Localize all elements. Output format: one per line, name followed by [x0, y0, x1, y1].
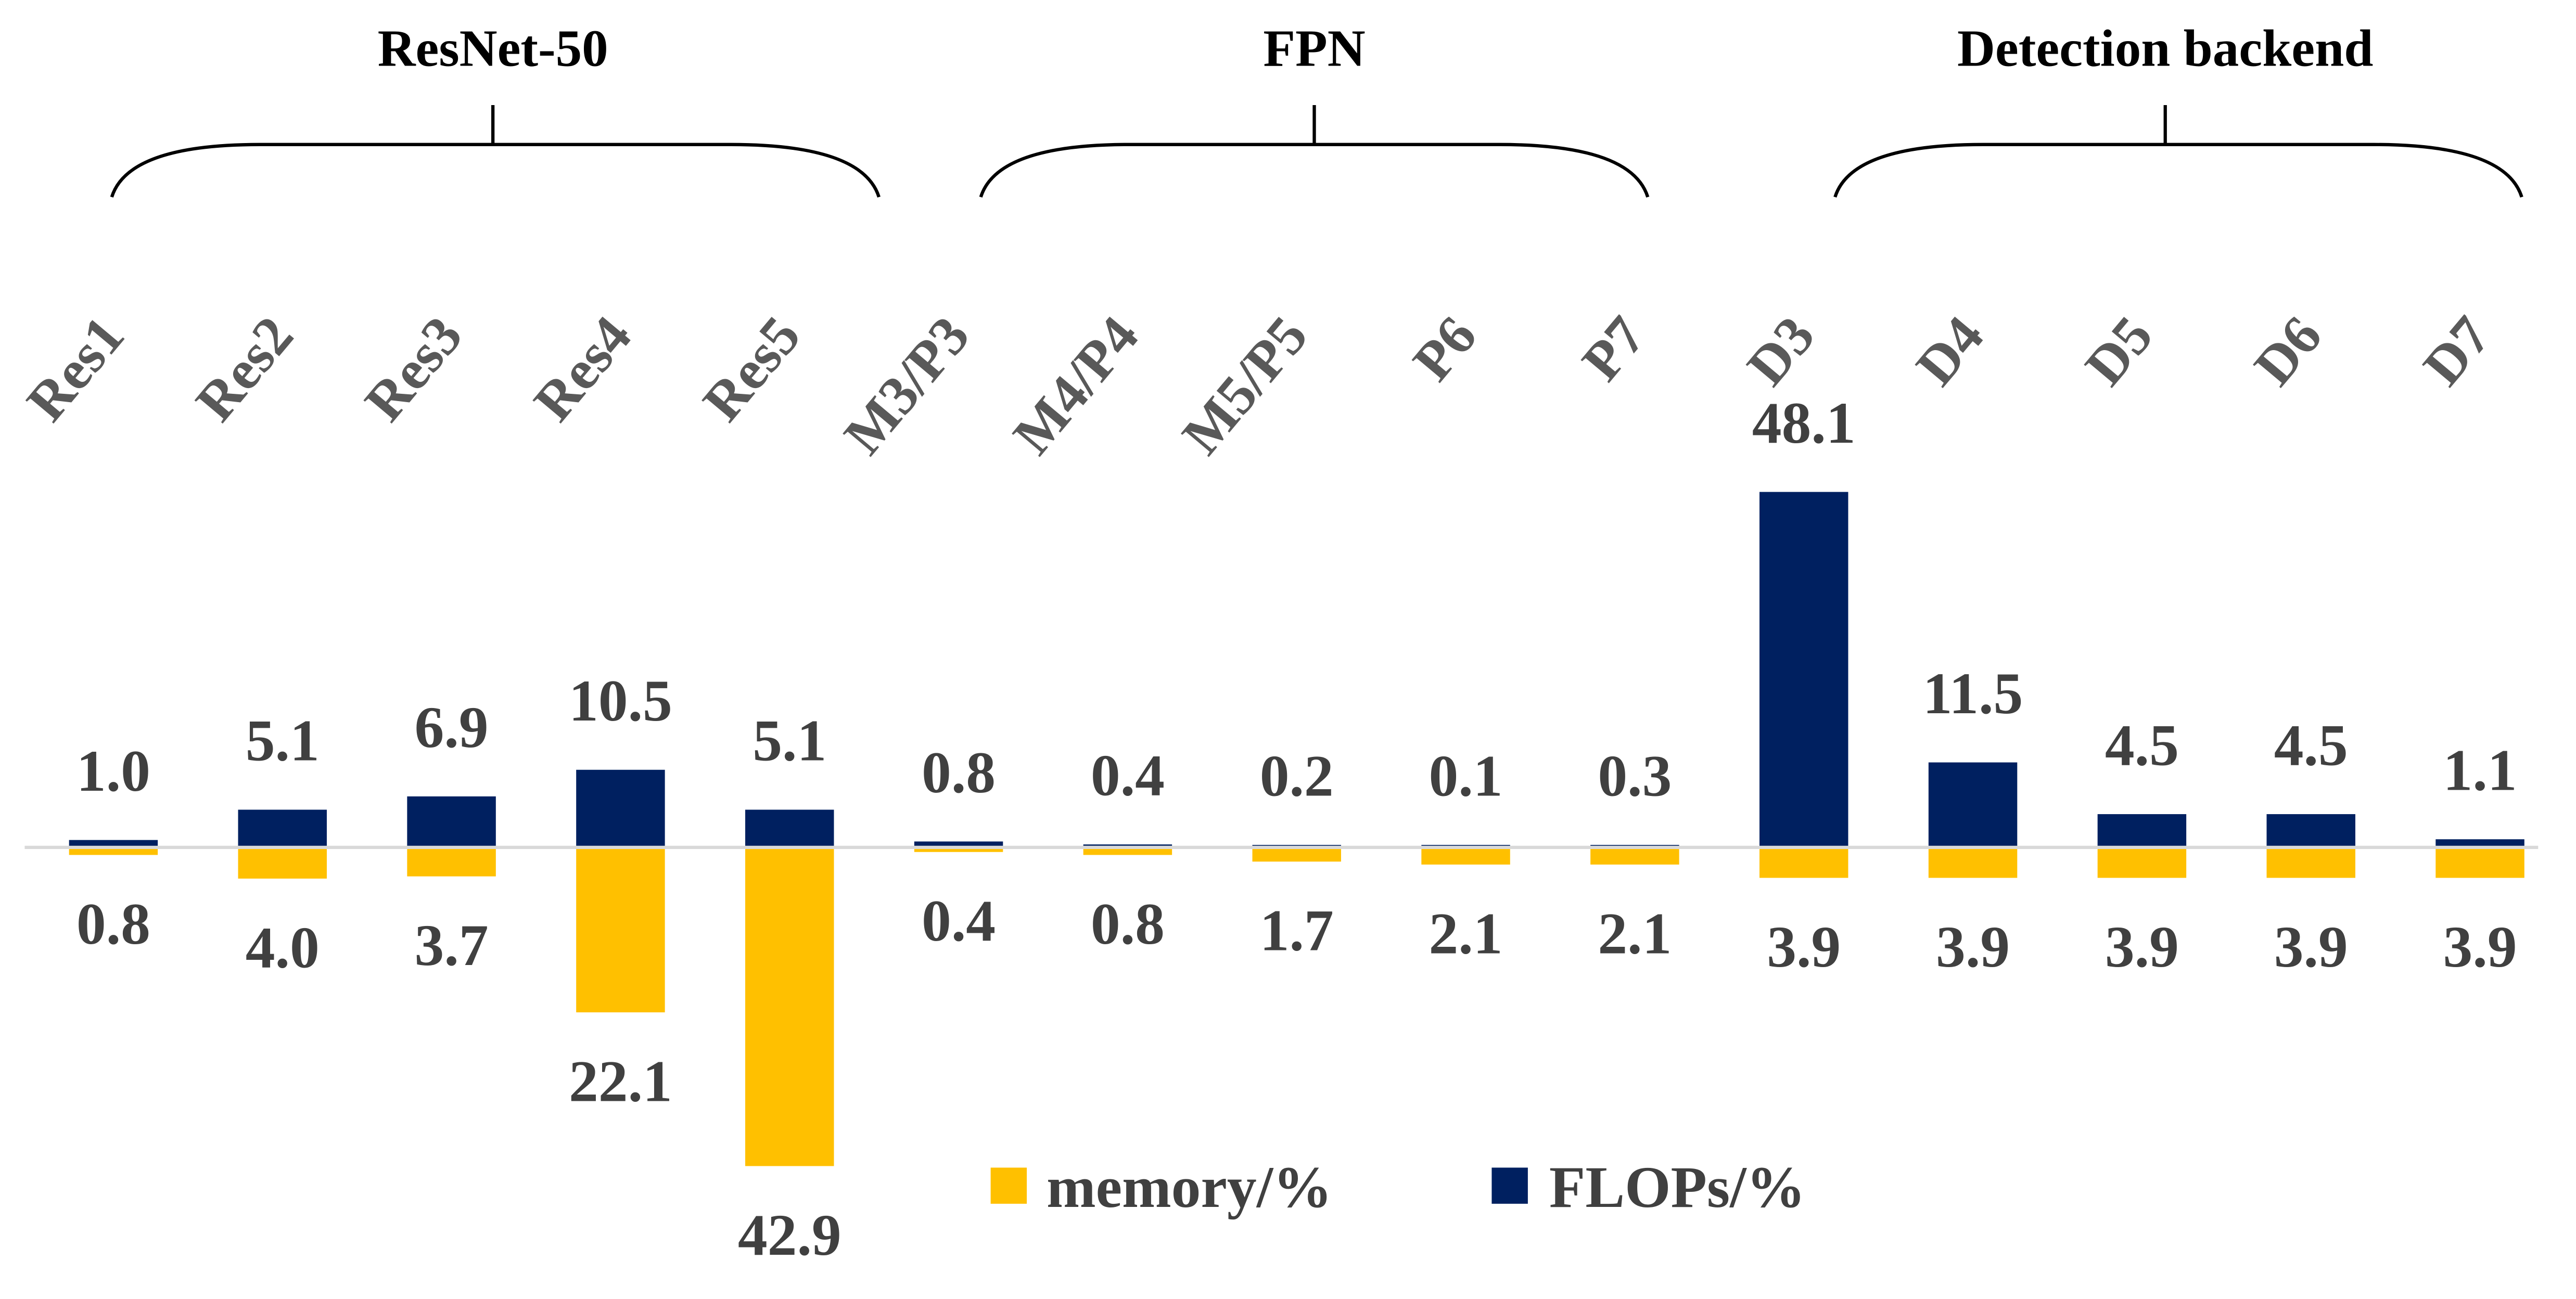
flops-bar	[745, 809, 834, 847]
memory-bar	[914, 849, 1003, 852]
flops-bar	[914, 841, 1003, 847]
category-label: P6	[1401, 305, 1488, 392]
memory-bar	[407, 849, 496, 877]
memory-bar	[2435, 849, 2524, 878]
flops-value-label: 5.1	[753, 708, 826, 774]
group-bracket	[1833, 105, 2523, 198]
category-label: D7	[2412, 305, 2503, 397]
flops-value-label: 11.5	[1923, 661, 2023, 726]
category-label: Res3	[353, 305, 474, 432]
memory-value-label: 22.1	[569, 1048, 672, 1114]
memory-value-label: 3.9	[2274, 914, 2348, 980]
flops-value-label: 0.1	[1429, 743, 1503, 808]
flops-value-label: 48.1	[1752, 390, 1856, 456]
memory-bar	[2266, 849, 2355, 878]
category-label: M5/P5	[1170, 305, 1320, 466]
memory-value-label: 2.1	[1429, 901, 1503, 966]
category-label: M4/P4	[1001, 305, 1151, 466]
category-label: Res4	[522, 305, 643, 432]
memory-value-label: 1.7	[1260, 898, 1334, 963]
flops-bar	[2097, 814, 2187, 847]
legend-swatch-memory	[990, 1167, 1027, 1204]
category-label: P7	[1570, 305, 1657, 392]
legend: memory/% FLOPs/%	[990, 1154, 1805, 1220]
memory-value-label: 3.9	[1936, 914, 2010, 980]
memory-bar	[1928, 849, 2018, 878]
bars	[69, 492, 2524, 1166]
flops-bar	[69, 840, 158, 847]
category-label: D4	[1904, 305, 1995, 397]
legend-swatch-flops	[1491, 1167, 1528, 1204]
memory-value-label: 3.9	[2105, 914, 2179, 980]
flops-value-label: 0.4	[1091, 743, 1165, 808]
flops-bar	[407, 796, 496, 847]
category-label: Res2	[184, 305, 305, 432]
memory-bar	[1421, 849, 1510, 865]
flops-value-label: 0.8	[922, 740, 996, 805]
flops-bar	[2266, 814, 2355, 847]
memory-value-label: 3.9	[2443, 914, 2517, 980]
group-brackets: ResNet-50 FPN Detection backend	[110, 19, 2523, 198]
memory-value-label: 0.8	[1091, 891, 1165, 957]
memory-value-label: 0.8	[76, 891, 150, 957]
flops-bar	[576, 769, 665, 847]
flops-value-label: 0.3	[1598, 743, 1672, 808]
memory-bar	[238, 849, 327, 879]
memory-value-label: 3.9	[1767, 914, 1841, 980]
memory-value-label: 42.9	[738, 1202, 841, 1268]
category-label: M3/P3	[832, 305, 981, 466]
group-label: FPN	[1263, 19, 1365, 77]
flops-value-label: 4.5	[2274, 712, 2348, 778]
memory-bar	[1252, 849, 1341, 862]
legend-label-flops: FLOPs/%	[1549, 1154, 1805, 1220]
flops-value-label: 10.5	[569, 668, 672, 734]
memory-bar	[1759, 849, 1848, 878]
value-labels: 0.8 4.0 3.7 22.1 42.9 0.4 0.8 1.7 2.1 2.1 3.9 3.9 3.…	[76, 390, 2517, 1268]
category-label: D3	[1735, 305, 1826, 397]
category-label: D6	[2242, 305, 2333, 397]
flops-bar	[2435, 839, 2524, 847]
group-label: ResNet-50	[378, 19, 608, 77]
memory-value-label: 4.0	[246, 915, 320, 980]
flops-bar	[1759, 492, 1848, 847]
group-bracket	[110, 105, 881, 198]
category-label: Res5	[691, 305, 812, 432]
memory-bar	[745, 849, 834, 1166]
category-labels: Res1 Res2 Res3 Res4 Res5 M3/P3 M4/P4 M5/P5 P6 P7 D…	[15, 305, 2503, 466]
flops-value-label: 1.1	[2443, 738, 2517, 803]
flops-value-label: 6.9	[415, 694, 489, 760]
memory-bar	[1083, 849, 1172, 855]
flops-value-label: 4.5	[2105, 712, 2179, 778]
flops-value-label: 5.1	[246, 708, 320, 774]
memory-bar	[576, 849, 665, 1012]
flops-bar	[1928, 762, 2018, 847]
group-label: Detection backend	[1957, 19, 2374, 77]
category-label: Res1	[15, 305, 136, 432]
flops-value-label: 0.2	[1260, 743, 1334, 808]
flops-bar	[238, 809, 327, 847]
memory-bar	[1590, 849, 1679, 865]
memory-bar	[69, 849, 158, 855]
group-bracket	[979, 105, 1650, 198]
category-label: D5	[2073, 305, 2164, 397]
memory-value-label: 2.1	[1598, 901, 1672, 966]
legend-label-memory: memory/%	[1047, 1154, 1332, 1220]
flops-value-label: 1.0	[76, 738, 150, 804]
memory-value-label: 3.7	[415, 912, 489, 978]
memory-bar	[2097, 849, 2187, 878]
memory-value-label: 0.4	[922, 888, 996, 954]
